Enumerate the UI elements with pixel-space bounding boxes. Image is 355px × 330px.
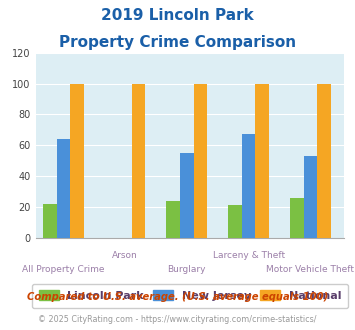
Bar — [193, 83, 207, 238]
Text: All Property Crime: All Property Crime — [22, 265, 104, 274]
Legend: Lincoln Park, New Jersey, National: Lincoln Park, New Jersey, National — [32, 284, 348, 308]
Bar — [43, 204, 56, 238]
Text: Property Crime Comparison: Property Crime Comparison — [59, 35, 296, 50]
Bar — [304, 156, 317, 238]
Text: Compared to U.S. average. (U.S. average equals 100): Compared to U.S. average. (U.S. average … — [27, 292, 328, 302]
Bar — [56, 139, 70, 238]
Bar — [242, 134, 255, 238]
Bar — [166, 201, 180, 238]
Bar — [180, 153, 193, 238]
Text: Burglary: Burglary — [168, 265, 206, 274]
Bar — [132, 83, 146, 238]
Bar — [255, 83, 269, 238]
Text: Arson: Arson — [112, 251, 138, 260]
Bar — [317, 83, 331, 238]
Bar — [228, 205, 242, 238]
Text: © 2025 CityRating.com - https://www.cityrating.com/crime-statistics/: © 2025 CityRating.com - https://www.city… — [38, 315, 317, 324]
Text: 2019 Lincoln Park: 2019 Lincoln Park — [101, 8, 254, 23]
Text: Larceny & Theft: Larceny & Theft — [213, 251, 285, 260]
Text: Motor Vehicle Theft: Motor Vehicle Theft — [266, 265, 354, 274]
Bar — [290, 198, 304, 238]
Bar — [70, 83, 84, 238]
